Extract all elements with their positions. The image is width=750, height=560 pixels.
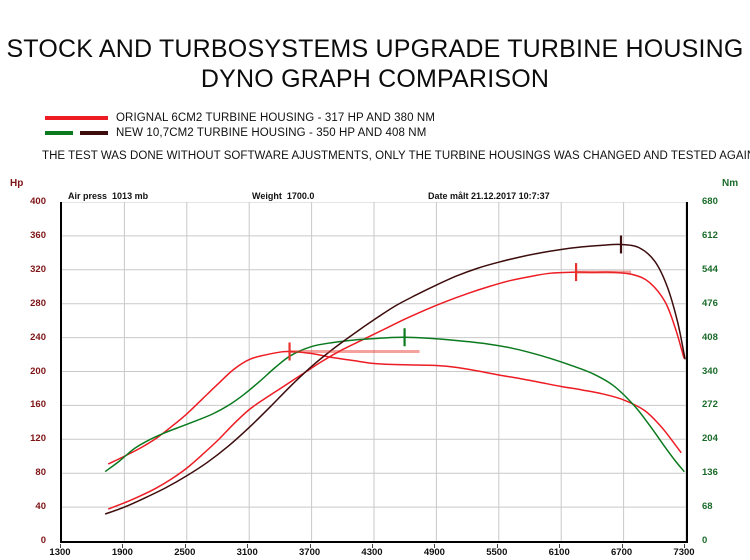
y-axis-tick-label: 400	[30, 196, 46, 207]
x-axis-tick-label: 1300	[49, 547, 71, 558]
x-axis-tick-mark	[496, 544, 498, 548]
air-press-value: 1013 mb	[112, 191, 149, 201]
y-axis-tick-label: 80	[35, 467, 46, 479]
x-axis-tick-mark	[122, 544, 124, 548]
y-axis-tick-label: 0	[40, 535, 46, 546]
x-axis-tick-label: 5500	[486, 547, 508, 558]
chart-plot-area	[60, 202, 688, 543]
y2-axis-tick-label: 0	[702, 535, 708, 546]
y2-axis-tick-label: 680	[702, 196, 718, 207]
x-axis-tick-label: 6700	[611, 547, 633, 558]
x-axis-tick-mark	[434, 544, 436, 548]
legend-label-original: ORIGNAL 6CM2 TURBINE HOUSING - 317 HP AN…	[116, 111, 436, 124]
right-axis-unit-label: Nm	[722, 178, 739, 189]
x-axis-tick-label: 3700	[299, 547, 321, 558]
chart-legend: ORIGNAL 6CM2 TURBINE HOUSING - 317 HP AN…	[45, 110, 435, 140]
y-axis-tick-label: 240	[30, 331, 46, 343]
x-axis-tick-mark	[60, 544, 61, 548]
x-axis-tick-mark	[309, 544, 311, 548]
page-title: STOCK AND TURBOSYSTEMS UPGRADE TURBINE H…	[0, 34, 750, 94]
legend-swatch-red-icon	[45, 115, 108, 120]
legend-item-original: ORIGNAL 6CM2 TURBINE HOUSING - 317 HP AN…	[45, 110, 435, 125]
legend-label-new: NEW 10,7CM2 TURBINE HOUSING - 350 HP AND…	[116, 126, 427, 139]
y-axis-tick-label: 40	[35, 501, 46, 513]
x-axis-tick-label: 2500	[174, 547, 196, 558]
air-press-label: Air press	[68, 191, 108, 201]
x-axis-tick-label: 7300	[673, 547, 695, 558]
x-axis-tick-label: 1900	[111, 547, 133, 558]
date-label: Date målt	[428, 191, 469, 201]
title-line-2: DYNO GRAPH COMPARISON	[200, 65, 550, 93]
y2-axis-tick-label: 612	[702, 229, 718, 241]
date-value: 21.12.2017 10:7:37	[471, 191, 550, 201]
y2-axis-tick-label: 204	[702, 433, 718, 445]
y-axis-tick-label: 120	[30, 433, 46, 445]
y-axis-tick-label: 200	[30, 365, 46, 377]
weight-value: 1700.0	[286, 191, 315, 201]
x-axis-tick-label: 4900	[423, 547, 445, 558]
y-axis-tick-label: 360	[30, 229, 46, 241]
y2-axis-tick-label: 68	[702, 501, 713, 513]
y2-axis-tick-label: 476	[702, 297, 718, 309]
y-axis-tick-label: 280	[30, 297, 46, 309]
x-axis-tick-mark	[684, 544, 685, 548]
x-axis-tick-mark	[621, 544, 623, 548]
x-axis-tick-mark	[247, 544, 249, 548]
y2-axis-tick-label: 136	[702, 467, 718, 479]
x-axis-tick-mark	[372, 544, 373, 548]
title-line-1: STOCK AND TURBOSYSTEMS UPGRADE TURBINE H…	[6, 35, 744, 63]
y-axis-tick-label: 160	[30, 399, 46, 411]
test-note: THE TEST WAS DONE WITHOUT SOFTWARE AJUST…	[42, 150, 750, 162]
legend-swatch-green-brown-icon	[45, 130, 108, 135]
chart-svg	[62, 202, 686, 541]
legend-item-new: NEW 10,7CM2 TURBINE HOUSING - 350 HP AND…	[45, 125, 435, 140]
left-axis-unit-label: Hp	[10, 178, 24, 189]
x-axis-tick-label: 4300	[361, 547, 383, 558]
y2-axis-tick-label: 272	[702, 399, 718, 411]
y-axis-tick-label: 320	[30, 263, 46, 275]
x-axis-tick-label: 3100	[236, 547, 258, 558]
y2-axis-tick-label: 544	[702, 263, 718, 275]
x-axis-tick-mark	[559, 544, 561, 548]
x-axis-tick-label: 6100	[548, 547, 570, 558]
series-line	[104, 336, 685, 472]
y2-axis-tick-label: 408	[702, 331, 718, 343]
series-line	[108, 350, 682, 465]
weight-label: Weight	[252, 191, 282, 201]
x-axis-tick-mark	[184, 544, 186, 548]
series-line	[108, 271, 685, 510]
y2-axis-tick-label: 340	[702, 365, 718, 377]
